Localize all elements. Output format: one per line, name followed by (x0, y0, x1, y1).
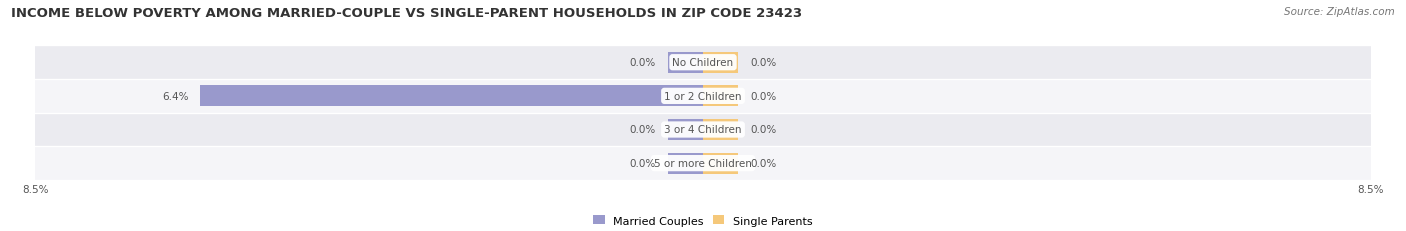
Text: 0.0%: 0.0% (751, 58, 776, 68)
Bar (35, 80, 1371, 113)
Text: 0.0%: 0.0% (630, 58, 655, 68)
Bar (703, 86, 738, 107)
Bar (200, 86, 703, 107)
Text: Source: ZipAtlas.com: Source: ZipAtlas.com (1284, 7, 1395, 17)
Bar (35, 147, 1371, 180)
Bar (35, 113, 1371, 147)
Bar (668, 153, 703, 174)
Text: 0.0%: 0.0% (630, 125, 655, 135)
Bar (703, 53, 738, 73)
Bar (703, 153, 738, 174)
Legend: Married Couples, Single Parents: Married Couples, Single Parents (593, 215, 813, 225)
Bar (35, 46, 1371, 80)
Text: 0.0%: 0.0% (751, 158, 776, 168)
Text: 0.0%: 0.0% (751, 125, 776, 135)
Text: 0.0%: 0.0% (751, 91, 776, 101)
Text: 6.4%: 6.4% (162, 91, 188, 101)
Text: 5 or more Children: 5 or more Children (654, 158, 752, 168)
Text: No Children: No Children (672, 58, 734, 68)
Bar (703, 120, 738, 140)
Text: 0.0%: 0.0% (630, 158, 655, 168)
Bar (668, 120, 703, 140)
Bar (668, 53, 703, 73)
Text: 3 or 4 Children: 3 or 4 Children (664, 125, 742, 135)
Text: INCOME BELOW POVERTY AMONG MARRIED-COUPLE VS SINGLE-PARENT HOUSEHOLDS IN ZIP COD: INCOME BELOW POVERTY AMONG MARRIED-COUPL… (11, 7, 803, 20)
Text: 1 or 2 Children: 1 or 2 Children (664, 91, 742, 101)
